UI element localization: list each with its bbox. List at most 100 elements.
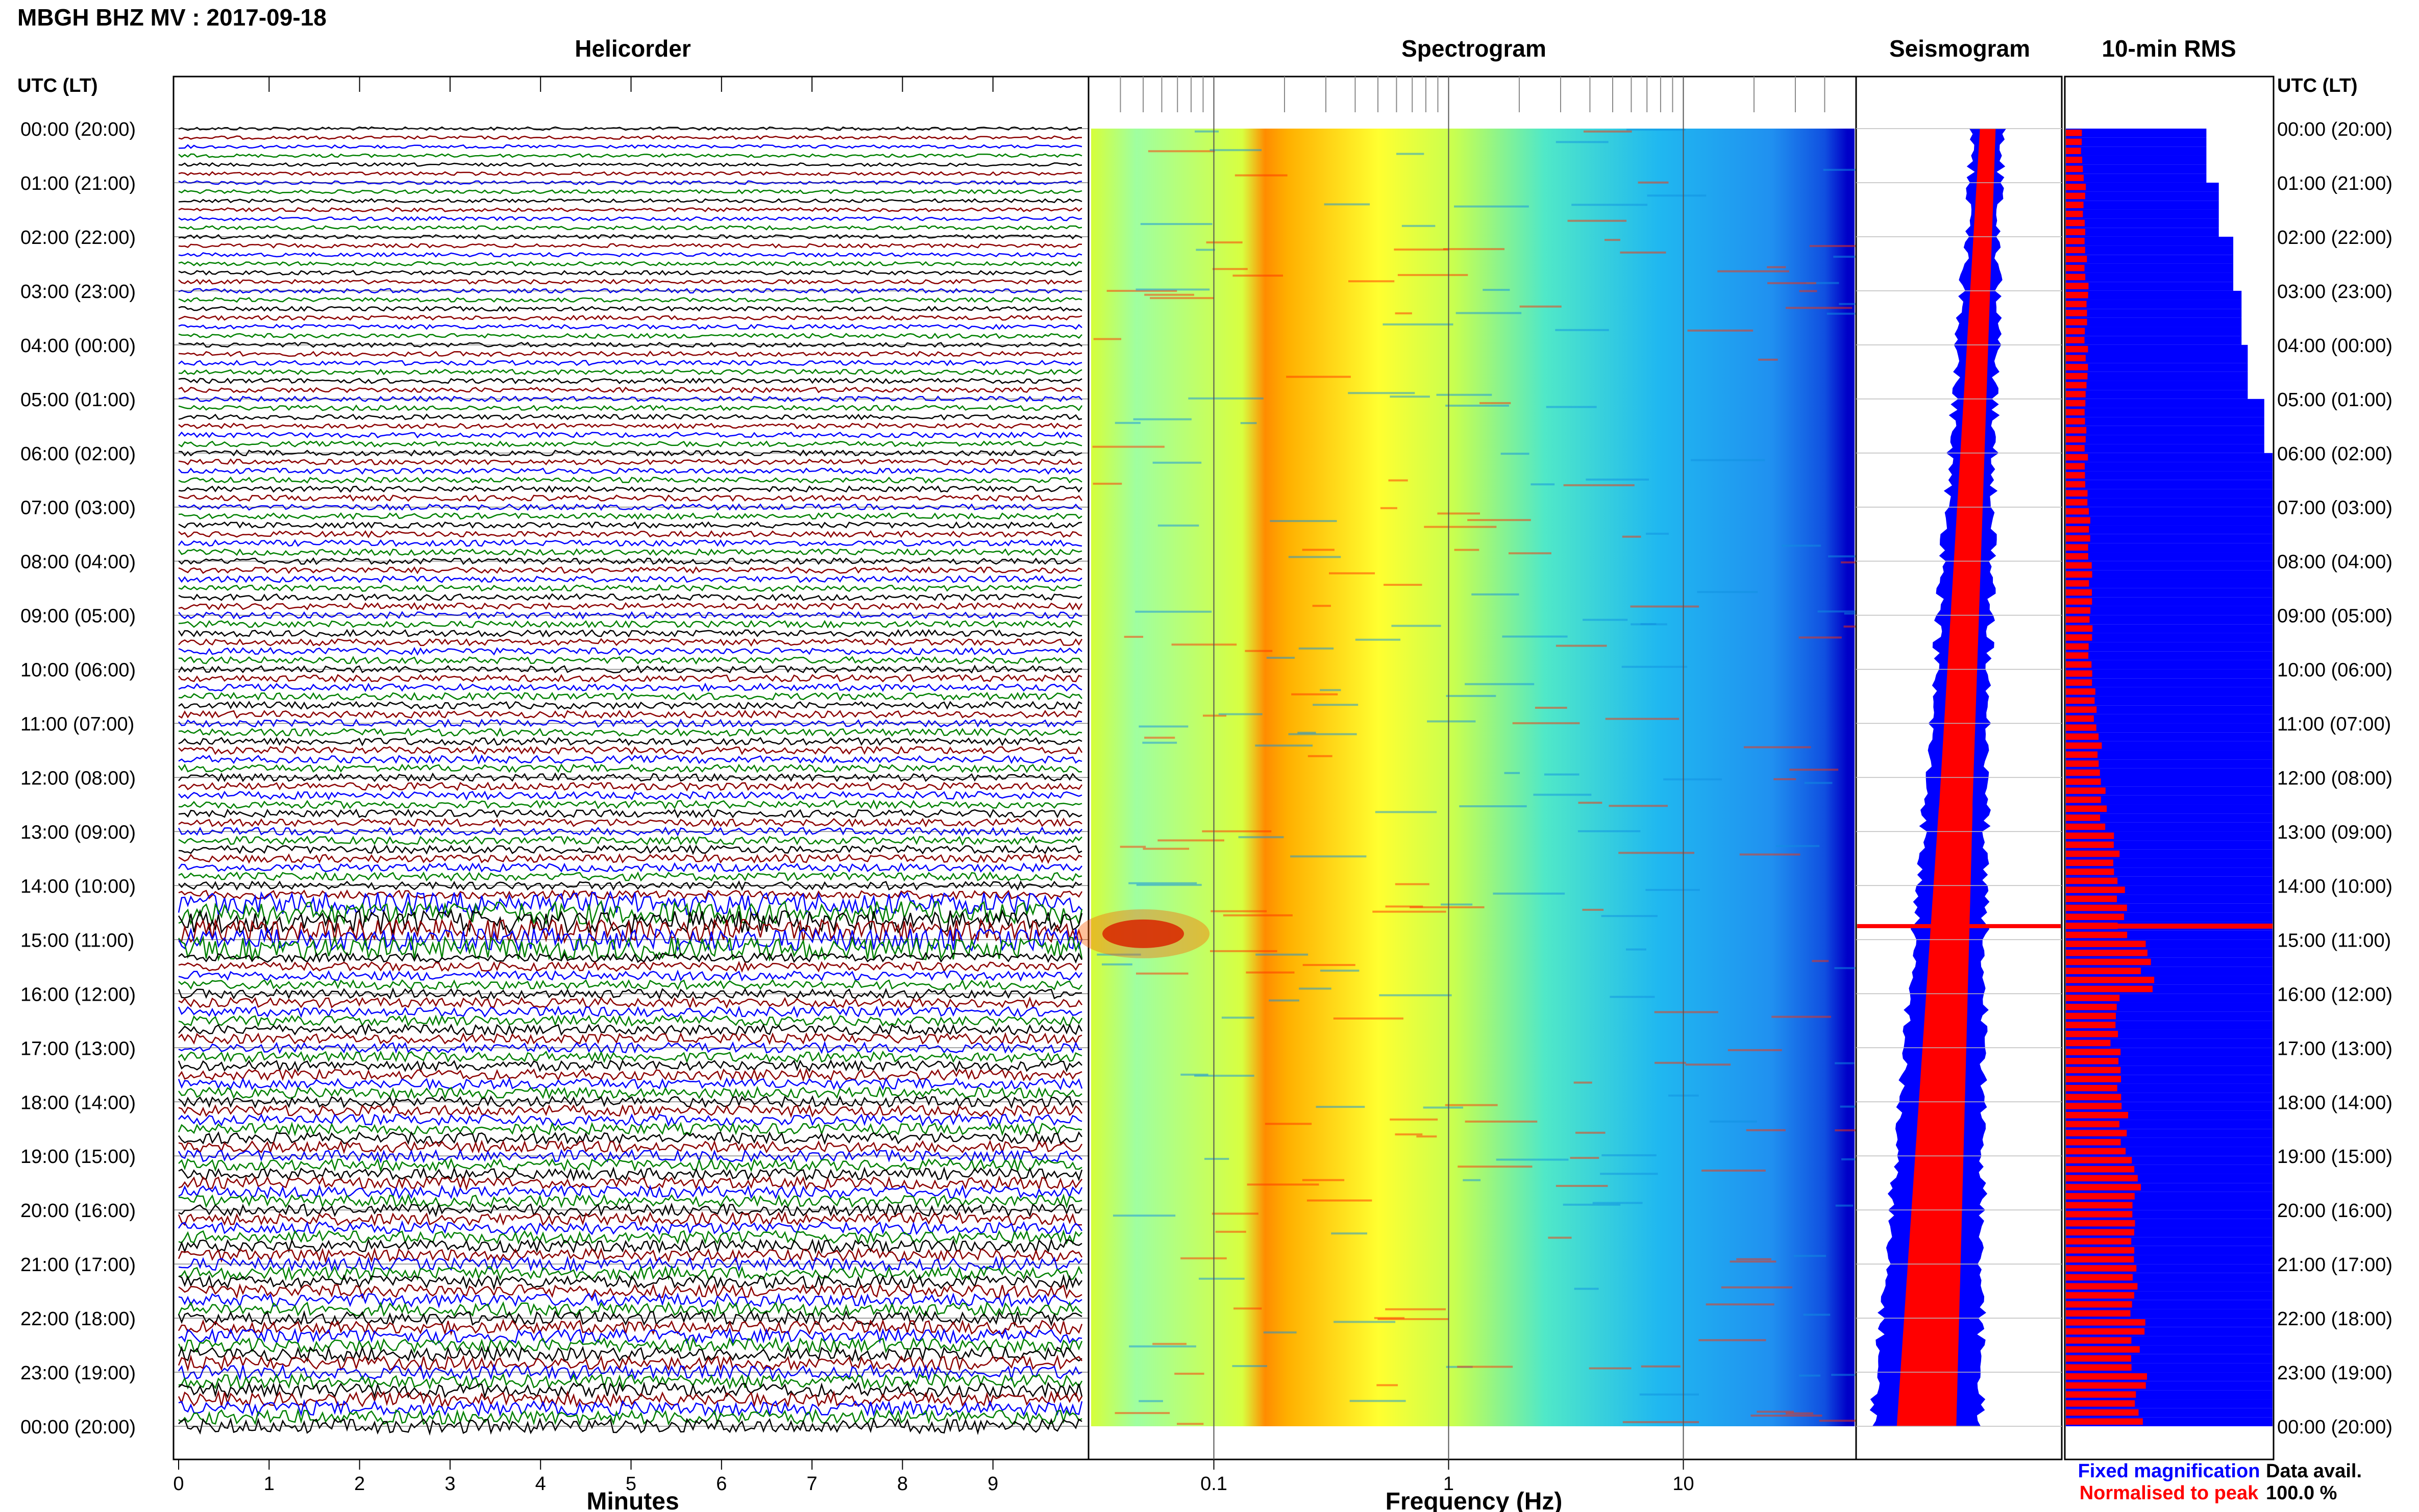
spectrogram-streak bbox=[1307, 755, 1332, 757]
helicorder-trace bbox=[178, 153, 1082, 158]
spectrogram-streak bbox=[1265, 1123, 1312, 1125]
helicorder-trace bbox=[178, 1407, 1082, 1426]
rms-fixed-bar bbox=[2066, 218, 2219, 228]
rms-fixed-bar bbox=[2066, 290, 2242, 300]
helicorder-trace bbox=[178, 584, 1082, 592]
helicorder-trace bbox=[178, 566, 1082, 575]
rms-fixed-bar bbox=[2066, 182, 2219, 192]
rms-panel bbox=[2064, 76, 2275, 1460]
helicorder-trace bbox=[178, 180, 1082, 185]
time-label-right: 02:00 (22:00) bbox=[2277, 227, 2392, 249]
spectrogram-streak bbox=[1246, 971, 1295, 974]
rms-fixed-bar bbox=[2066, 642, 2273, 652]
spectrogram-streak bbox=[1589, 1367, 1632, 1370]
spectrogram-streak bbox=[1152, 461, 1202, 464]
rms-normalised-bar bbox=[2066, 877, 2118, 884]
spectrogram-streak bbox=[1835, 1204, 1854, 1207]
spectrogram-streak bbox=[1586, 478, 1649, 481]
time-label-left: 01:00 (21:00) bbox=[20, 173, 136, 194]
rms-normalised-bar bbox=[2066, 1310, 2131, 1317]
time-label-left: 11:00 (07:00) bbox=[20, 714, 134, 735]
rms-normalised-bar bbox=[2066, 1319, 2145, 1326]
helicorder-trace bbox=[178, 521, 1082, 529]
helicorder-trace bbox=[178, 1148, 1082, 1163]
spectrogram-streak bbox=[1302, 1179, 1345, 1181]
spectrogram-streak bbox=[1454, 205, 1529, 208]
rms-normalised-bar bbox=[2066, 1238, 2132, 1245]
rms-fixed-bar bbox=[2066, 371, 2248, 381]
rms-fixed-bar bbox=[2066, 146, 2207, 156]
spectrogram-title: Spectrogram bbox=[1401, 35, 1546, 62]
helicorder-trace bbox=[178, 664, 1082, 674]
helicorder-trace bbox=[178, 674, 1082, 683]
rms-fixed-bar bbox=[2066, 597, 2273, 606]
rms-normalised-bar bbox=[2066, 688, 2095, 695]
rms-fixed-bar bbox=[2066, 732, 2273, 741]
spectrogram-streak bbox=[1592, 1202, 1643, 1204]
rms-normalised-bar bbox=[2066, 841, 2114, 848]
time-label-right: 06:00 (02:00) bbox=[2277, 443, 2392, 465]
helicorder-trace bbox=[178, 368, 1082, 376]
helicorder-trace bbox=[178, 485, 1083, 493]
time-label-left: 09:00 (05:00) bbox=[20, 606, 136, 627]
helicorder-trace bbox=[178, 691, 1082, 701]
spectrogram-streak bbox=[1372, 910, 1446, 913]
helicorder-trace bbox=[178, 709, 1082, 719]
spectrogram-streak bbox=[1355, 638, 1401, 641]
time-label-left: 17:00 (13:00) bbox=[20, 1038, 136, 1059]
rms-normalised-bar bbox=[2066, 318, 2087, 326]
spectrogram-streak bbox=[1157, 839, 1224, 841]
helicorder-trace bbox=[178, 431, 1082, 439]
rms-fixed-bar bbox=[2066, 444, 2264, 453]
spectrogram-streak bbox=[1556, 1184, 1608, 1187]
spectrogram-streak bbox=[1519, 305, 1562, 308]
helicorder-tick-label: 2 bbox=[354, 1473, 365, 1495]
spectrogram-streak bbox=[1180, 1073, 1208, 1076]
rms-fixed-bar bbox=[2066, 687, 2273, 697]
spectrogram-x-ticks: 0.1 1 10 bbox=[1200, 1459, 1694, 1495]
spectrogram-streak bbox=[1150, 297, 1214, 300]
spectrogram-streak bbox=[1571, 204, 1648, 206]
rms-fixed-bar bbox=[2066, 1011, 2273, 1021]
spectrogram-streak bbox=[1459, 805, 1527, 808]
spectrogram-streak bbox=[1143, 848, 1190, 850]
rms-normalised-bar bbox=[2066, 643, 2089, 650]
rms-normalised-bar bbox=[2066, 328, 2085, 335]
spectrogram-streak bbox=[1380, 507, 1397, 509]
helicorder-trace bbox=[178, 1184, 1083, 1200]
helicorder-trace bbox=[178, 1175, 1082, 1191]
rms-fixed-bar bbox=[2066, 201, 2219, 210]
spectrogram-streak bbox=[1483, 289, 1510, 291]
time-label-left: 16:00 (12:00) bbox=[20, 984, 136, 1005]
helicorder-trace bbox=[178, 476, 1082, 484]
helicorder-trace bbox=[178, 539, 1082, 548]
spectrogram-streak bbox=[1555, 329, 1609, 331]
time-label-right: 00:00 (20:00) bbox=[2277, 119, 2392, 140]
spectrogram-image bbox=[1091, 129, 1847, 1426]
time-label-right: 16:00 (12:00) bbox=[2277, 984, 2392, 1005]
spectrogram-streak bbox=[1331, 1232, 1367, 1235]
rms-normalised-bar bbox=[2066, 778, 2101, 785]
rms-normalised-bar bbox=[2066, 896, 2117, 902]
rms-fixed-bar bbox=[2066, 624, 2273, 633]
spectrogram-streak bbox=[1410, 906, 1485, 908]
spectrogram-streak bbox=[1465, 1120, 1538, 1123]
helicorder-x-ticks: 0 1 2 3 4 5 6 7 8 9 bbox=[173, 1459, 998, 1495]
helicorder-trace bbox=[178, 467, 1082, 475]
rms-fixed-bar bbox=[2066, 543, 2273, 553]
spectrogram-streak bbox=[1391, 625, 1441, 627]
spectrogram-streak bbox=[1717, 270, 1789, 272]
helicorder-trace bbox=[178, 1381, 1083, 1399]
rms-fixed-bar bbox=[2066, 363, 2248, 372]
helicorder-trace bbox=[178, 351, 1082, 357]
rms-fixed-bar bbox=[2066, 453, 2273, 462]
rms-fixed-bar bbox=[2066, 209, 2219, 219]
spectrogram-streak bbox=[1235, 174, 1288, 177]
helicorder-trace bbox=[178, 629, 1082, 638]
spectrogram-streak bbox=[1316, 1106, 1365, 1108]
spectrogram-streak bbox=[1395, 883, 1429, 885]
time-label-left: 13:00 (09:00) bbox=[20, 822, 136, 843]
rms-fixed-bar bbox=[2066, 228, 2219, 237]
spectrogram-streak bbox=[1626, 948, 1646, 951]
rms-fixed-bar bbox=[2066, 282, 2234, 291]
